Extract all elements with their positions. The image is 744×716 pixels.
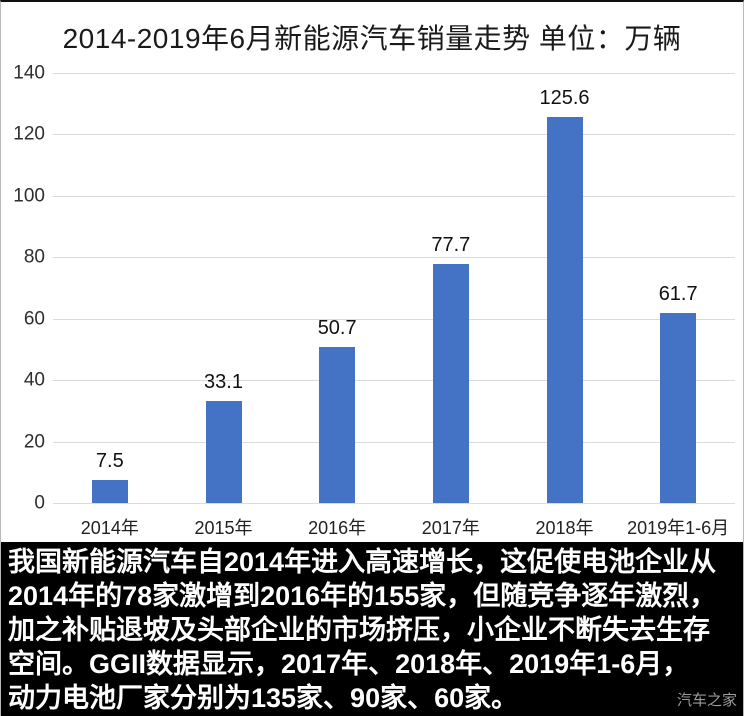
gridline: [53, 318, 735, 320]
gridline: [53, 380, 735, 382]
bar: [546, 117, 583, 503]
bar: [660, 313, 697, 503]
y-tick-label: 100: [13, 185, 45, 207]
gridline: [53, 257, 735, 259]
bar: [205, 401, 242, 503]
bar: [319, 347, 356, 503]
x-tick-label: 2018年: [535, 518, 594, 538]
bar-value-label: 50.7: [317, 317, 357, 340]
x-tick-label: 2016年: [308, 518, 367, 538]
gridline: [53, 503, 735, 504]
y-tick-label: 80: [23, 246, 45, 268]
gridline: [53, 195, 735, 197]
bar-value-label: 77.7: [431, 234, 471, 257]
y-tick-label: 140: [13, 62, 45, 84]
x-tick-label: 2014年: [80, 518, 139, 538]
bar: [432, 264, 469, 503]
x-tick-label: 2017年: [421, 518, 480, 538]
bar: [91, 479, 128, 503]
y-tick-label: 40: [23, 369, 45, 391]
caption-line: 动力电池厂家分别为135家、90家、60家。: [8, 683, 519, 713]
caption-line: 空间。GGII数据显示，2017年、2018年、2019年1-6月，: [8, 649, 690, 679]
caption-line: 我国新能源汽车自2014年进入高速增长，这促使电池企业从: [8, 547, 717, 577]
gridline: [53, 73, 735, 74]
y-tick-label: 20: [23, 431, 45, 453]
bar-value-label: 33.1: [204, 371, 243, 394]
caption-line: 加之补贴退坡及头部企业的市场挤压，小企业不断失去生存: [8, 615, 710, 645]
chart-title: 2014-2019年6月新能源汽车销量走势 单位：万辆: [62, 23, 682, 54]
caption-banner: 我国新能源汽车自2014年进入高速增长，这促使电池企业从 2014年的78家激增…: [1, 542, 743, 716]
gridline: [53, 441, 735, 443]
x-tick-label: 2015年: [194, 518, 253, 538]
watermark-autohome: 汽车之家: [676, 692, 737, 709]
y-tick-label: 60: [23, 308, 45, 330]
bar-value-label: 125.6: [539, 87, 590, 110]
x-tick-label: 2019年1-6月: [627, 518, 730, 538]
gridline: [53, 134, 735, 136]
y-tick-label: 0: [34, 492, 45, 514]
y-tick-label: 120: [13, 123, 45, 145]
bar-value-label: 7.5: [95, 449, 124, 472]
caption-line: 2014年的78家激增到2016年的155家，但随竞争逐年激烈，: [8, 581, 717, 611]
bar-value-label: 61.7: [658, 283, 698, 306]
